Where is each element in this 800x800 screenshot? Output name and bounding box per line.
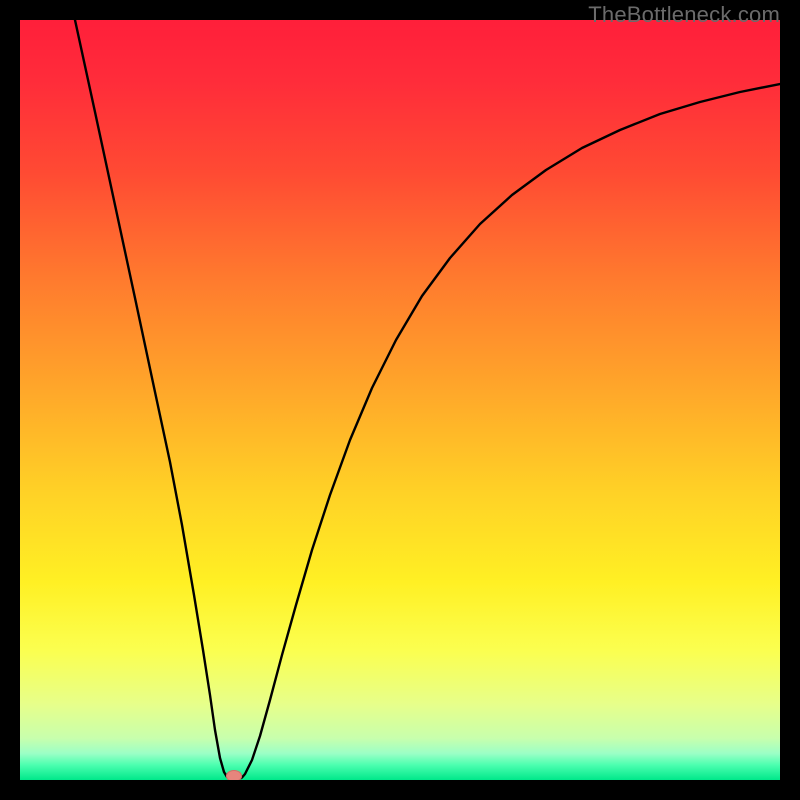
optimum-marker [226, 770, 242, 780]
plot-area [20, 20, 780, 780]
chart-frame: TheBottleneck.com [0, 0, 800, 800]
watermark-text: TheBottleneck.com [588, 2, 780, 28]
bottleneck-curve [20, 20, 780, 780]
